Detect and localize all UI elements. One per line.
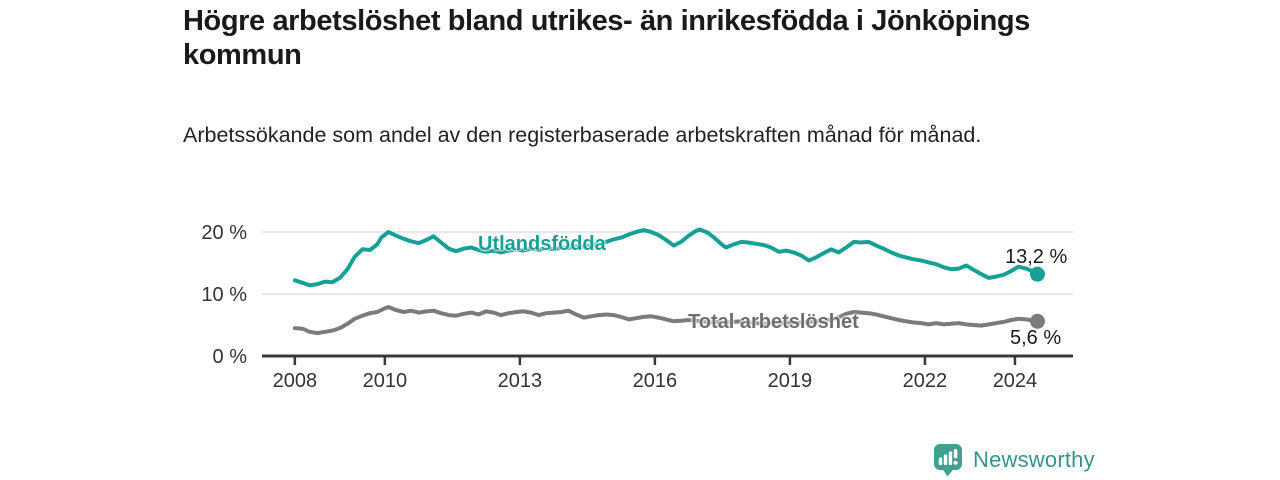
brand-footer: Newsworthy: [933, 443, 1095, 477]
x-axis: 2008 2010 2013 2016 2019 2022 2024: [262, 354, 1073, 392]
x-tick-label: 2008: [273, 370, 318, 392]
end-value-label-utlandsfodda: 13,2 %: [1005, 246, 1068, 268]
series-line-0: [292, 227, 1040, 288]
y-tick-label: 20 %: [201, 222, 247, 244]
x-tick-label: 2010: [363, 370, 408, 392]
series-label-total-arbetsloshet: Total arbetslöshet: [688, 311, 859, 333]
chart-title: Högre arbetslöshet bland utrikes- än inr…: [183, 5, 1030, 71]
brand-name: Newsworthy: [973, 447, 1095, 472]
y-axis-labels: 0 % 10 % 20 %: [201, 222, 247, 368]
y-tick-label: 0 %: [213, 346, 248, 368]
logo-bar-3: [948, 451, 953, 465]
series-end-dot-0: [1029, 266, 1045, 282]
series-label-utlandsfodda: Utlandsfödda: [478, 233, 606, 255]
logo-exclamation-dot: [953, 460, 958, 465]
logo-bar-1: [938, 457, 943, 465]
series-lines: [292, 227, 1045, 336]
chart-subtitle: Arbetssökande som andel av den registerb…: [183, 123, 982, 147]
y-tick-label: 10 %: [201, 284, 247, 306]
series-line-1: [292, 305, 1040, 336]
logo-bubble-tail: [942, 469, 954, 477]
logo-exclamation-stem: [953, 449, 958, 459]
end-value-label-total: 5,6 %: [1010, 327, 1062, 349]
x-tick-label: 2024: [993, 370, 1038, 392]
newsworthy-logo-icon: [934, 444, 962, 477]
logo-bubble: [934, 444, 962, 470]
gridlines: [262, 231, 1073, 295]
logo-bar-2: [943, 454, 948, 465]
x-tick-label: 2013: [498, 370, 543, 392]
x-tick-label: 2022: [903, 370, 948, 392]
x-tick-label: 2019: [768, 370, 813, 392]
x-tick-label: 2016: [633, 370, 678, 392]
series-end-dot-1: [1029, 313, 1045, 329]
